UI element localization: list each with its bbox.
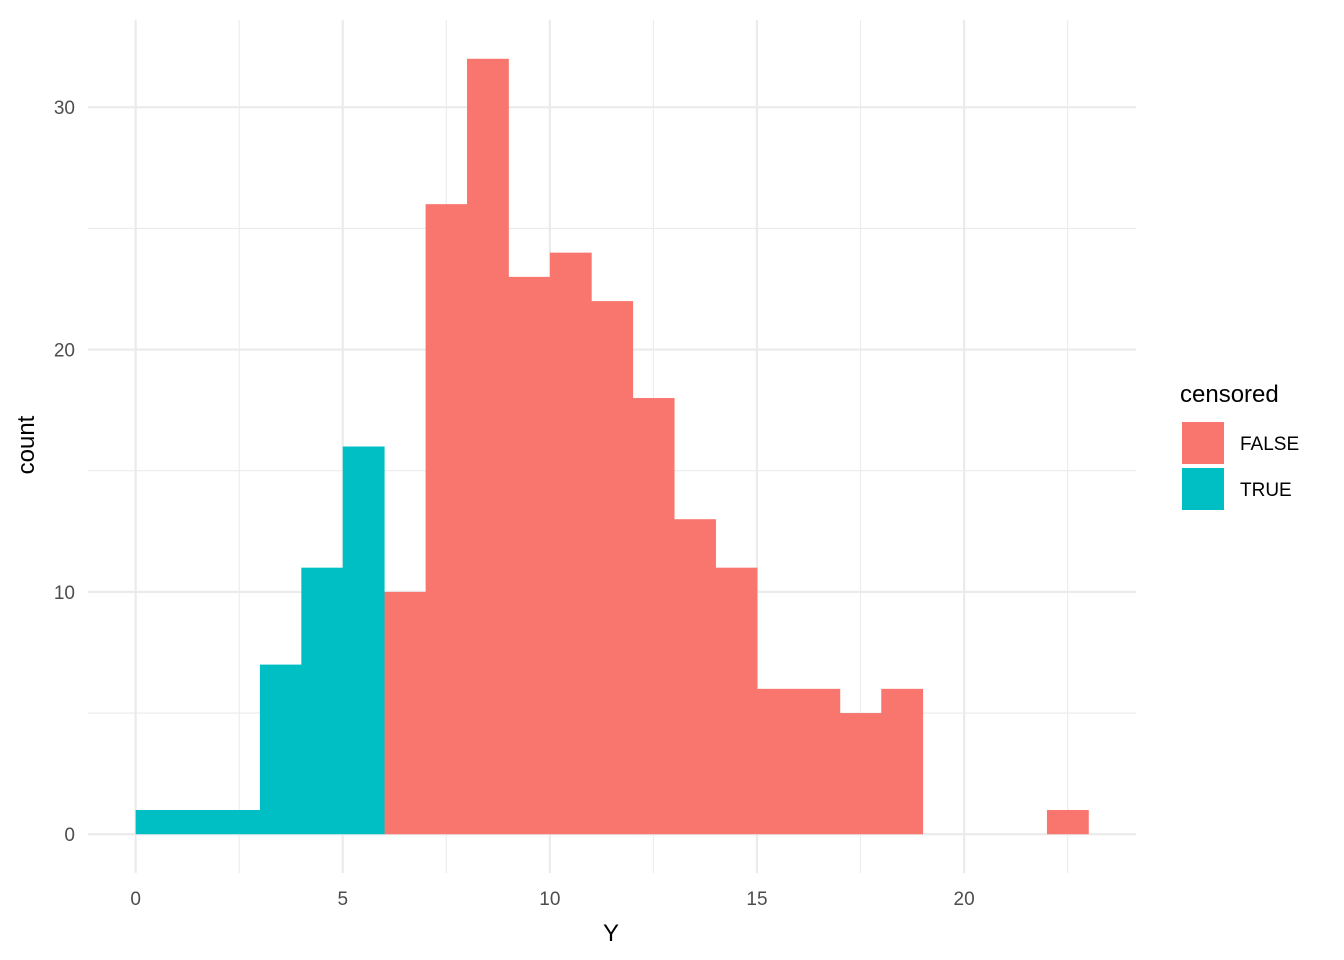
histogram-bar (715, 567, 758, 835)
y-tick-label: 30 (54, 98, 75, 119)
y-tick-label: 10 (54, 583, 75, 604)
histogram-bar (301, 567, 344, 835)
histogram-bar (135, 809, 178, 835)
histogram-bar (259, 664, 302, 835)
x-tick-label: 0 (130, 889, 141, 910)
histogram-bar (881, 688, 924, 835)
x-tick-label: 20 (954, 889, 975, 910)
legend-title: censored (1180, 381, 1279, 408)
histogram-bar (218, 809, 261, 835)
histogram-bar (342, 446, 385, 835)
legend-label: FALSE (1240, 434, 1299, 455)
y-axis-tick-labels: 0 10 20 30 (54, 98, 75, 846)
histogram-bar (632, 398, 675, 835)
histogram-bar (839, 713, 882, 835)
histogram-bar (756, 688, 799, 835)
x-tick-label: 15 (746, 889, 767, 910)
histogram-bar (425, 204, 468, 835)
histogram-bar (1046, 809, 1089, 835)
histogram-bar (798, 688, 841, 835)
histogram-bar (674, 519, 716, 835)
x-tick-label: 10 (539, 889, 560, 910)
histogram-bar (467, 58, 509, 835)
histogram-bar (384, 591, 426, 835)
histogram-bar (549, 252, 592, 835)
histogram-bars (135, 58, 1089, 835)
legend-items: FALSE TRUE (1182, 422, 1299, 510)
y-axis-title: count (13, 415, 40, 474)
x-axis-title: Y (603, 920, 619, 947)
legend-key (1182, 422, 1224, 464)
y-tick-label: 0 (64, 825, 75, 846)
histogram-bar (591, 301, 634, 835)
legend: censored FALSE TRUE (1180, 381, 1299, 510)
x-axis-tick-labels: 0 5 10 15 20 (130, 889, 974, 910)
legend-label: TRUE (1240, 480, 1292, 501)
histogram-bar (508, 276, 551, 835)
x-tick-label: 5 (337, 889, 348, 910)
histogram-bar (177, 809, 219, 835)
legend-key (1182, 468, 1224, 510)
y-tick-label: 20 (54, 341, 75, 362)
